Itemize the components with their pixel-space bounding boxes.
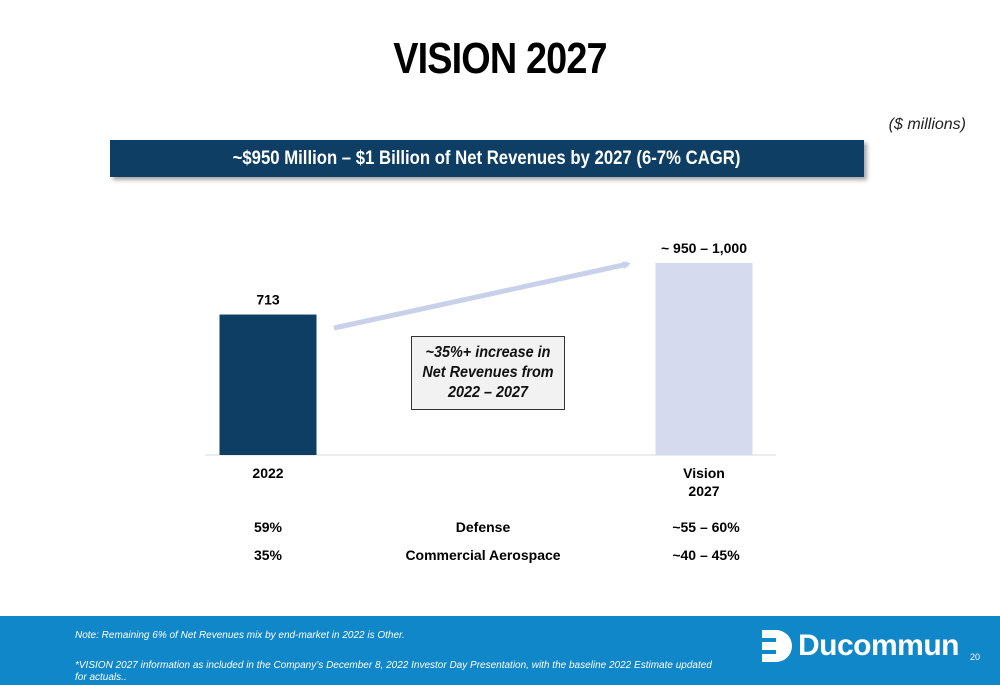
page-number: 20	[970, 652, 981, 662]
units-label: ($ millions)	[888, 116, 966, 133]
bar-vision-2027	[655, 262, 753, 455]
category-label-2022: 2022	[252, 465, 283, 481]
data-label-2022: 713	[256, 292, 280, 308]
revenue-target-banner: ~$950 Million – $1 Billion of Net Revenu…	[110, 140, 864, 177]
growth-arrow	[333, 261, 631, 331]
slide-title: VISION 2027	[393, 34, 607, 83]
bar-2022	[219, 314, 317, 455]
commercial-aerospace-2027-value: ~40 – 45%	[672, 547, 740, 563]
ducommun-logo-icon	[762, 630, 792, 662]
category-label-vision-2027: Vision 2027	[683, 465, 725, 499]
footer-bar: Note: Remaining 6% of Net Revenues mix b…	[0, 616, 1000, 685]
commercial-aerospace-segment-label: Commercial Aerospace	[405, 547, 561, 563]
footer-note-other: Note: Remaining 6% of Net Revenues mix b…	[75, 630, 405, 641]
defense-segment-label: Defense	[455, 519, 511, 535]
banner-text: ~$950 Million – $1 Billion of Net Revenu…	[233, 147, 741, 169]
defense-2027-value: ~55 – 60%	[672, 519, 740, 535]
mix-row-defense: 59% Defense ~55 – 60%	[0, 519, 1000, 539]
bars-layer: 713 2022 ~ 950 – 1,000 Vision 2027	[205, 240, 776, 499]
growth-callout-box: ~35%+ increase in Net Revenues from 2022…	[411, 336, 565, 410]
mix-row-commercial-aerospace: 35% Commercial Aerospace ~40 – 45%	[0, 547, 1000, 567]
footer-note-vision: *VISION 2027 information as included in …	[75, 660, 712, 683]
defense-2022-value: 59%	[253, 519, 283, 535]
ducommun-logo: Ducommun	[760, 628, 960, 664]
ducommun-logo-text: Ducommun	[798, 629, 960, 662]
commercial-aerospace-2022-value: 35%	[253, 547, 283, 563]
data-label-vision-2027: ~ 950 – 1,000	[661, 240, 747, 256]
growth-callout-text: ~35%+ increase in Net Revenues from 2022…	[422, 344, 554, 401]
